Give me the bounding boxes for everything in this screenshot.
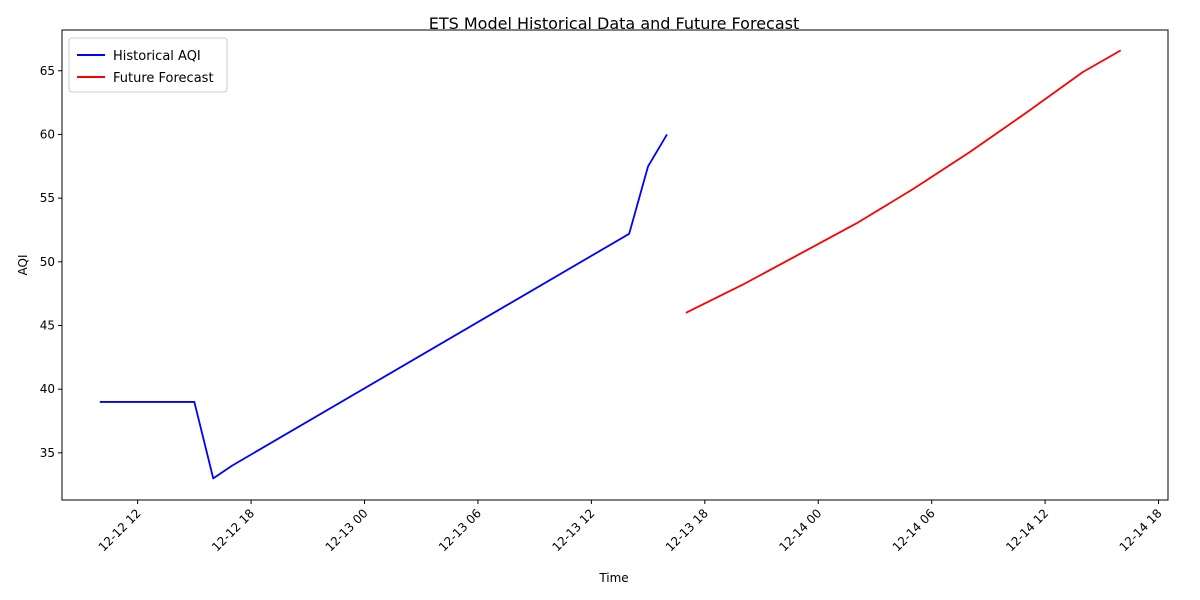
legend: Historical AQI Future Forecast [68,37,228,93]
y-tick-label: 40 [40,382,55,396]
y-axis-label: AQI [16,255,30,276]
y-axis: 35 40 45 50 55 60 65 [40,64,62,460]
y-tick-label: 45 [40,319,55,333]
series-layer [99,49,1122,480]
legend-frame [68,37,228,93]
y-tick-label: 60 [40,127,55,141]
y-tick-label: 65 [40,64,55,78]
legend-label-historical: Historical AQI [113,49,201,64]
series-line-historical-aqi [99,133,668,480]
y-tick-label: 50 [40,255,55,269]
chart-title: ETS Model Historical Data and Future For… [429,14,800,33]
legend-label-forecast: Future Forecast [113,71,214,86]
series-line-future-forecast [685,49,1122,314]
x-axis-label: Time [598,571,628,585]
plot-frame [61,29,1169,501]
y-tick-label: 35 [40,446,55,460]
y-tick-label: 55 [40,191,55,205]
